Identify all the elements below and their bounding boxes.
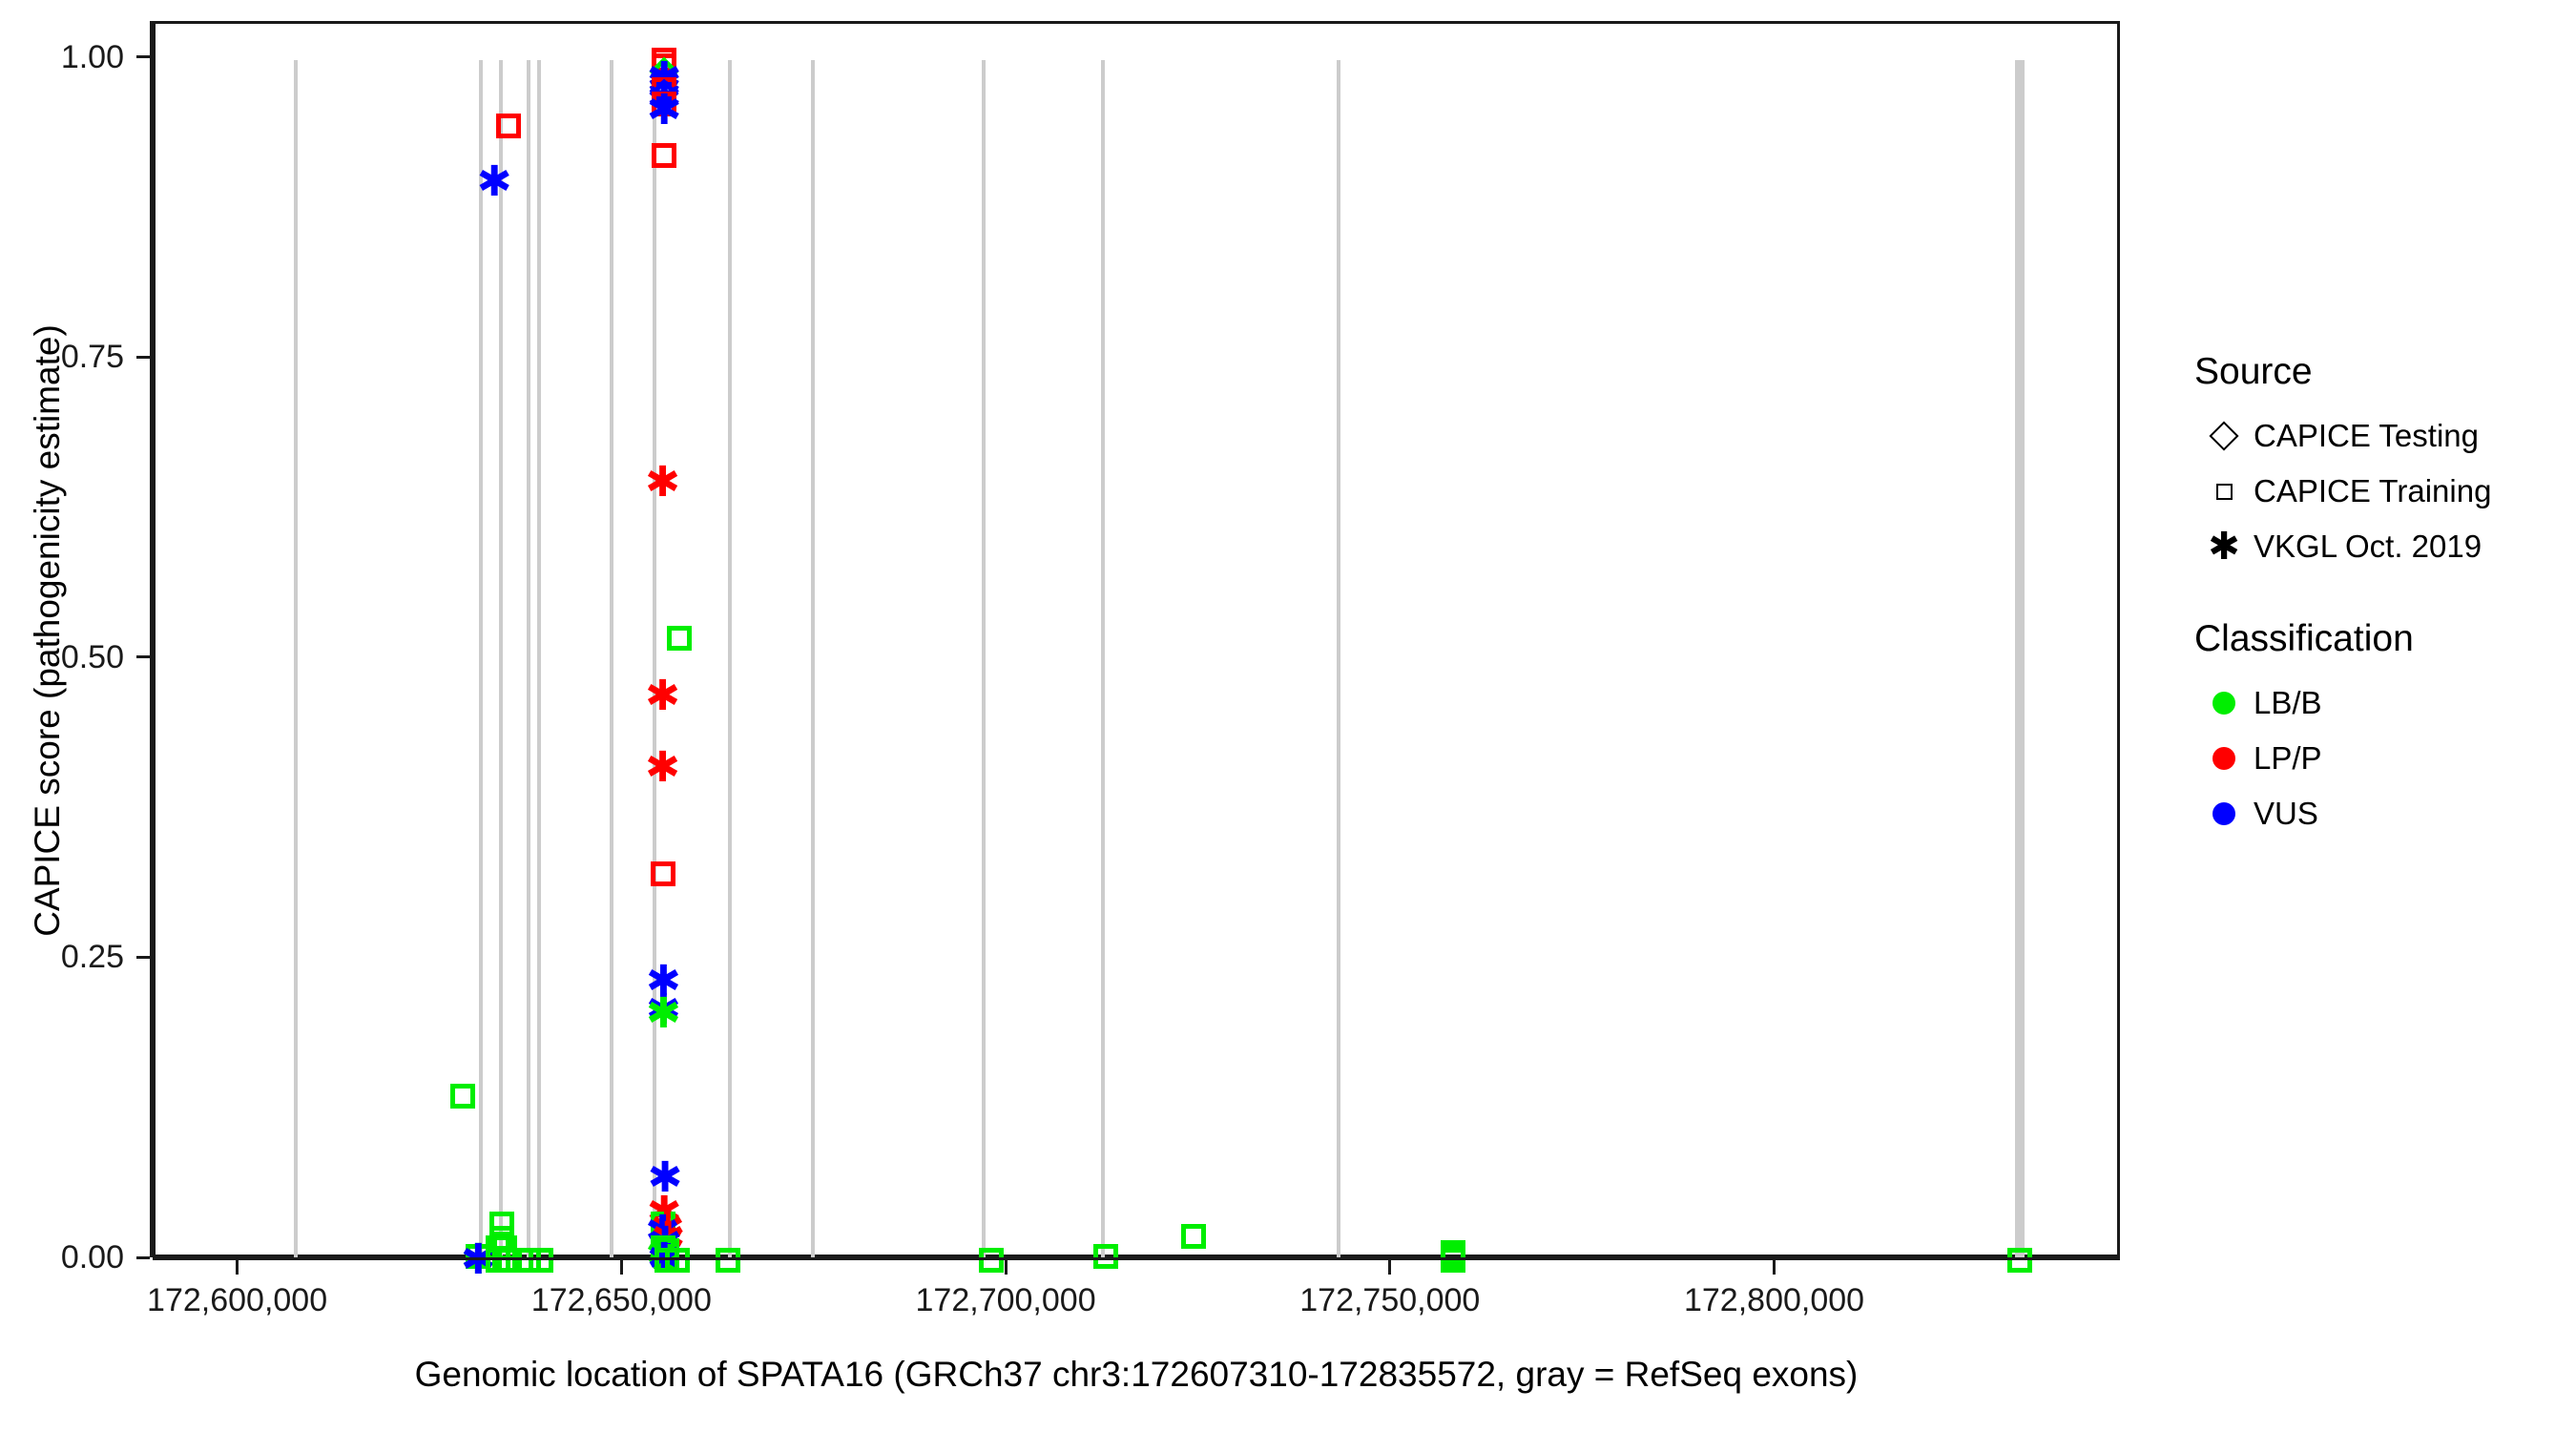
exon-marker-line bbox=[1101, 59, 1106, 1260]
x-axis-tick bbox=[619, 1260, 623, 1275]
legend-title-source: Source bbox=[2194, 351, 2313, 392]
data-point-square bbox=[650, 861, 675, 886]
data-point-square bbox=[1181, 1223, 1207, 1249]
y-axis-tick bbox=[136, 655, 150, 659]
y-axis-title: CAPICE score (pathogenicity estimate) bbox=[28, 324, 67, 937]
legend-item[interactable]: CAPICE Training bbox=[2194, 464, 2557, 519]
data-point-square bbox=[529, 1248, 554, 1273]
legend: Source CAPICE Testing CAPICE Training ✱ VKGL… bbox=[2194, 351, 2557, 841]
legend-item-label: VKGL Oct. 2019 bbox=[2254, 529, 2483, 564]
x-axis-tick bbox=[1004, 1260, 1008, 1275]
color-dot-icon bbox=[2212, 692, 2235, 715]
exon-marker-line bbox=[536, 59, 541, 1260]
data-point-square bbox=[2007, 1248, 2033, 1273]
exon-marker-line bbox=[728, 59, 733, 1260]
legend-item-label: CAPICE Testing bbox=[2254, 418, 2479, 453]
legend-key bbox=[2194, 408, 2254, 464]
y-axis-tick-label: 0.25 bbox=[60, 939, 124, 976]
y-axis-line bbox=[150, 21, 153, 1257]
legend-item-label: LP/P bbox=[2254, 740, 2322, 776]
data-point-square bbox=[978, 1248, 1004, 1273]
x-axis-tick-label: 172,600,000 bbox=[147, 1282, 328, 1318]
y-axis-tick bbox=[136, 955, 150, 959]
asterisk-icon: ✱ bbox=[2208, 525, 2240, 569]
x-axis-line bbox=[153, 1257, 2120, 1260]
legend-key bbox=[2194, 786, 2254, 841]
data-point-square bbox=[652, 143, 677, 169]
legend-item-label: LB/B bbox=[2254, 685, 2322, 720]
data-point-square bbox=[1440, 1248, 1465, 1273]
y-axis-tick bbox=[136, 55, 150, 59]
legend-item[interactable]: ✱ VKGL Oct. 2019 bbox=[2194, 519, 2557, 574]
x-axis-tick bbox=[1773, 1260, 1776, 1275]
x-axis-tick-label: 172,750,000 bbox=[1299, 1282, 1481, 1318]
exon-marker-line bbox=[478, 59, 483, 1260]
legend-key bbox=[2194, 675, 2254, 731]
x-axis-tick bbox=[1388, 1260, 1392, 1275]
data-point-square bbox=[666, 626, 692, 652]
exon-marker-line bbox=[609, 59, 613, 1260]
data-point-square bbox=[652, 53, 677, 79]
exon-marker-line bbox=[652, 59, 656, 1260]
data-point-square bbox=[450, 1083, 476, 1109]
x-axis-tick-label: 172,700,000 bbox=[915, 1282, 1096, 1318]
exon-marker-line bbox=[526, 59, 530, 1260]
exon-marker-line bbox=[2015, 59, 2025, 1260]
legend-item[interactable]: CAPICE Testing bbox=[2194, 408, 2557, 464]
y-axis-tick bbox=[136, 355, 150, 359]
legend-item[interactable]: LP/P bbox=[2194, 731, 2557, 786]
color-dot-icon bbox=[2212, 802, 2235, 825]
y-axis-tick bbox=[136, 1255, 150, 1259]
x-axis-tick bbox=[236, 1260, 239, 1275]
y-axis-tick-label: 0.50 bbox=[60, 638, 124, 675]
exon-marker-line bbox=[499, 59, 504, 1260]
y-axis-tick-label: 0.00 bbox=[60, 1239, 124, 1275]
exon-marker-line bbox=[810, 59, 815, 1260]
legend-title-classification: Classification bbox=[2194, 618, 2414, 659]
data-point-square bbox=[664, 1248, 690, 1273]
color-dot-icon bbox=[2212, 747, 2235, 770]
plot-panel: ✱✱✱✱✱✱✱✱✱✱✱✱✱✱✱✱✱✱✱✱✱ bbox=[153, 21, 2120, 1281]
legend-key: ✱ bbox=[2194, 519, 2254, 574]
data-point-square bbox=[495, 113, 521, 138]
legend-item-label: VUS bbox=[2254, 796, 2318, 831]
exon-marker-line bbox=[294, 59, 299, 1260]
legend-key bbox=[2194, 731, 2254, 786]
diamond-icon bbox=[2209, 421, 2239, 451]
data-point-square bbox=[652, 77, 677, 103]
y-axis-tick-label: 0.75 bbox=[60, 339, 124, 376]
plot-area: ✱✱✱✱✱✱✱✱✱✱✱✱✱✱✱✱✱✱✱✱✱ bbox=[156, 24, 2117, 1281]
data-point-square bbox=[1093, 1244, 1119, 1270]
y-axis-tick-label: 1.00 bbox=[60, 38, 124, 75]
data-point-square bbox=[652, 92, 677, 117]
x-axis-tick-label: 172,650,000 bbox=[530, 1282, 712, 1318]
exon-marker-line bbox=[982, 59, 987, 1260]
data-point-square bbox=[716, 1248, 741, 1273]
legend-key bbox=[2194, 464, 2254, 519]
legend-item[interactable]: LB/B bbox=[2194, 675, 2557, 731]
exon-marker-line bbox=[1336, 59, 1340, 1260]
legend-item[interactable]: VUS bbox=[2194, 786, 2557, 841]
data-point-square bbox=[651, 1212, 676, 1237]
x-axis-title: Genomic location of SPATA16 (GRCh37 chr3… bbox=[414, 1355, 1859, 1394]
x-axis-tick-label: 172,800,000 bbox=[1683, 1282, 1865, 1318]
legend-item-label: CAPICE Training bbox=[2254, 473, 2492, 508]
square-icon bbox=[2215, 483, 2233, 500]
legend-spacer bbox=[2194, 574, 2557, 618]
data-point-square bbox=[489, 1212, 515, 1237]
